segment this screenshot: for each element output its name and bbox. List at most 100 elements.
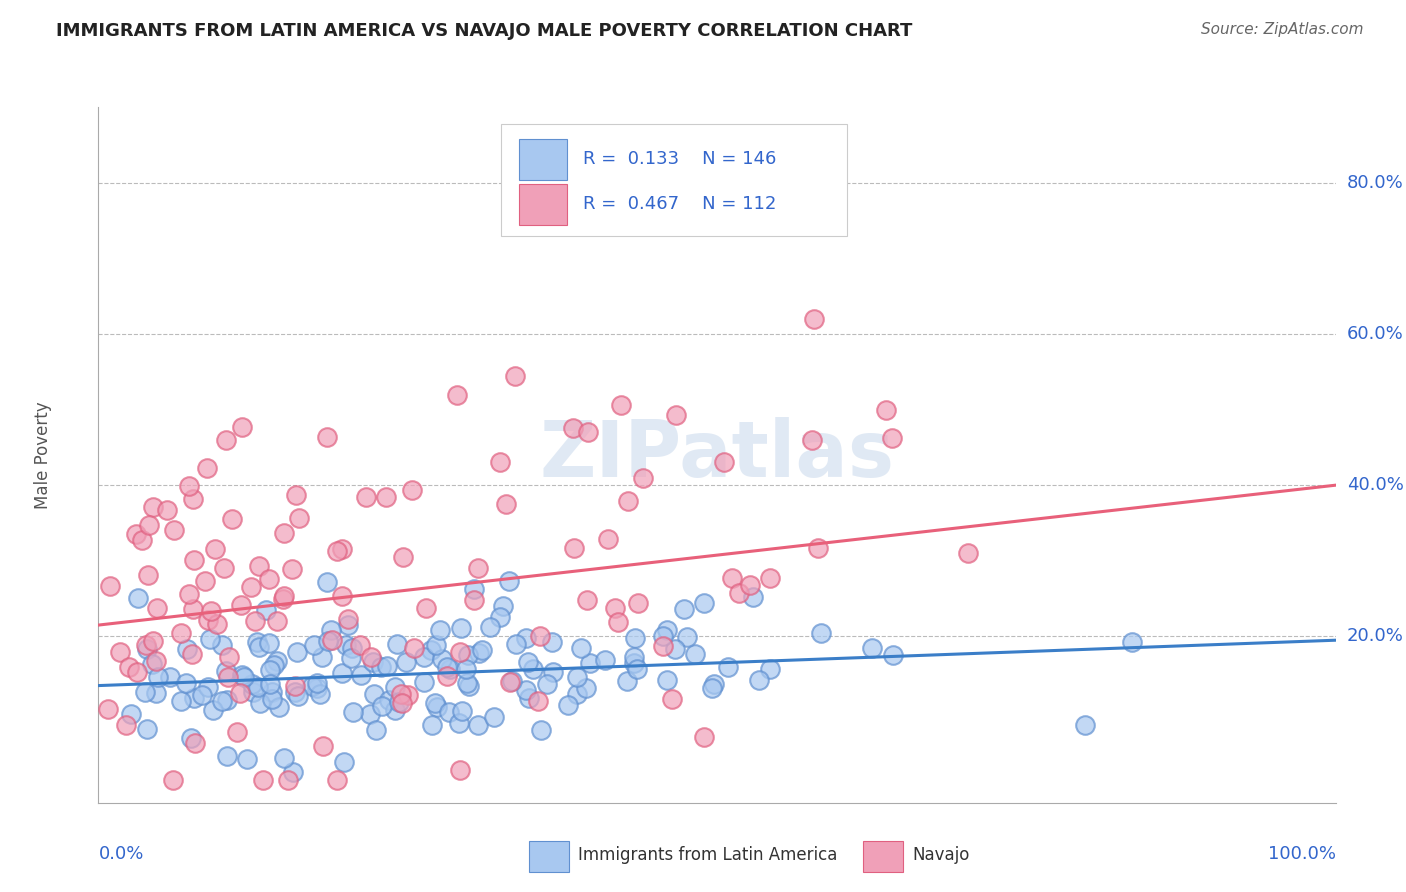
Point	[527, 694, 550, 708]
Point	[505, 637, 527, 651]
Point	[97, 701, 120, 715]
Point	[138, 567, 160, 582]
Point	[426, 700, 449, 714]
Point	[218, 650, 240, 665]
Point	[489, 610, 512, 624]
Point	[260, 685, 283, 699]
Point	[359, 707, 381, 722]
Point	[665, 408, 688, 422]
Point	[231, 667, 253, 681]
Point	[703, 677, 725, 691]
Point	[562, 421, 585, 435]
Text: R =  0.467    N = 112: R = 0.467 N = 112	[583, 195, 776, 213]
Point	[330, 666, 353, 681]
Point	[617, 494, 640, 508]
Point	[576, 593, 599, 607]
Point	[565, 670, 588, 684]
Point	[259, 677, 281, 691]
Point	[391, 696, 413, 710]
Point	[316, 633, 339, 648]
Point	[108, 645, 131, 659]
Text: IMMIGRANTS FROM LATIN AMERICA VS NAVAJO MALE POVERTY CORRELATION CHART: IMMIGRANTS FROM LATIN AMERICA VS NAVAJO …	[56, 22, 912, 40]
Point	[360, 649, 382, 664]
Point	[333, 755, 356, 769]
Point	[655, 624, 678, 638]
Point	[354, 490, 377, 504]
Point	[432, 652, 454, 666]
Point	[273, 526, 295, 541]
Point	[449, 763, 471, 777]
Point	[569, 640, 592, 655]
Point	[401, 483, 423, 497]
Point	[631, 471, 654, 485]
Point	[266, 654, 288, 668]
Point	[197, 680, 219, 694]
Point	[136, 641, 159, 656]
Point	[212, 561, 235, 575]
Point	[236, 752, 259, 766]
Point	[806, 541, 828, 556]
Point	[142, 634, 165, 648]
Point	[247, 680, 270, 694]
Point	[451, 704, 474, 718]
Point	[350, 668, 373, 682]
Point	[700, 681, 723, 695]
Point	[384, 703, 406, 717]
Point	[810, 626, 832, 640]
Point	[1121, 635, 1143, 649]
Point	[1073, 718, 1095, 732]
Point	[184, 736, 207, 750]
Point	[183, 552, 205, 566]
Point	[228, 686, 250, 700]
Point	[335, 638, 357, 652]
Point	[271, 591, 294, 606]
Point	[288, 511, 311, 525]
Point	[197, 613, 219, 627]
Point	[231, 598, 253, 612]
Point	[340, 641, 363, 656]
Point	[181, 492, 204, 507]
Point	[449, 645, 471, 659]
Point	[423, 697, 446, 711]
Point	[181, 647, 204, 661]
Point	[221, 512, 243, 526]
Point	[98, 579, 121, 593]
Point	[263, 658, 285, 673]
Point	[364, 723, 387, 738]
Point	[557, 698, 579, 713]
Point	[163, 523, 186, 537]
Point	[169, 694, 191, 708]
Point	[145, 600, 167, 615]
Point	[651, 629, 673, 643]
Point	[738, 578, 761, 592]
Point	[200, 604, 222, 618]
Point	[311, 650, 333, 665]
Point	[370, 660, 392, 674]
Point	[395, 655, 418, 669]
Point	[180, 731, 202, 745]
Point	[141, 657, 163, 672]
Point	[315, 575, 337, 590]
Point	[308, 687, 330, 701]
Point	[134, 684, 156, 698]
Point	[242, 685, 264, 699]
Point	[479, 620, 502, 634]
Point	[273, 589, 295, 603]
Point	[285, 645, 308, 659]
Point	[138, 518, 160, 533]
Text: 40.0%: 40.0%	[1347, 476, 1403, 494]
Point	[517, 690, 540, 705]
Text: Immigrants from Latin America: Immigrants from Latin America	[578, 846, 838, 864]
Point	[162, 773, 184, 788]
Text: Navajo: Navajo	[912, 846, 970, 864]
Point	[231, 420, 253, 434]
Point	[217, 669, 239, 683]
Point	[120, 707, 142, 722]
Point	[759, 570, 782, 584]
Point	[361, 655, 384, 669]
Point	[284, 679, 307, 693]
Point	[114, 718, 136, 732]
Point	[429, 623, 451, 637]
Point	[388, 695, 411, 709]
Point	[495, 496, 517, 510]
